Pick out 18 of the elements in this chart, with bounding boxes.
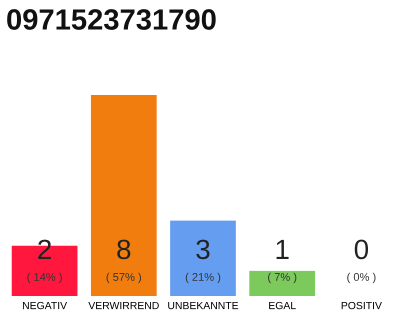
data-label: 1 (276, 240, 289, 259)
annotation: ( 0% ) (347, 272, 376, 284)
x-tick-label: UNBEKANNTE (168, 302, 238, 310)
x-tick-label: VERWIRREND (88, 302, 159, 310)
annotation: ( 57% ) (106, 272, 142, 284)
data-label: 8 (117, 240, 130, 260)
bar (249, 270, 316, 296)
chart-title: 0971523731790 (7, 9, 216, 30)
annotation: ( 21% ) (186, 272, 220, 284)
data-label: 0 (354, 240, 368, 260)
data-label: 3 (196, 240, 210, 260)
annotation: ( 14% ) (27, 272, 62, 284)
x-tick-label: POSITIV (342, 302, 382, 310)
x-tick-label: EGAL (269, 302, 296, 310)
bar (170, 220, 236, 296)
x-tick-label: NEGATIV (22, 302, 68, 310)
bar (90, 95, 157, 296)
annotation: ( 7% ) (268, 272, 296, 284)
